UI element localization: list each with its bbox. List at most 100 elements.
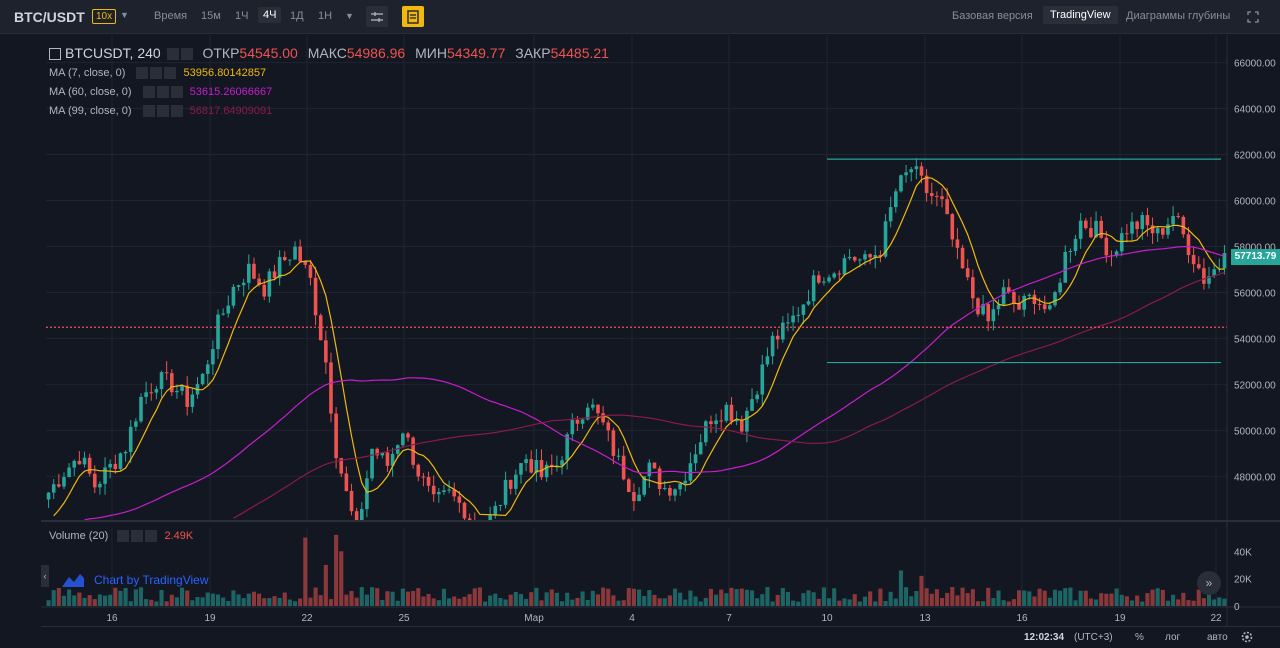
candle-down bbox=[452, 489, 457, 497]
ma60-remove-icon[interactable] bbox=[170, 86, 183, 99]
timezone[interactable]: (UTC+3) bbox=[1074, 632, 1113, 643]
leverage-badge[interactable]: 10x bbox=[92, 9, 117, 24]
tradingview-watermark[interactable]: Chart by TradingView bbox=[60, 571, 209, 589]
candle-up bbox=[745, 410, 749, 432]
ma99-hide-icon[interactable] bbox=[156, 105, 169, 118]
legend-symbol: BTCUSDT, 240 bbox=[65, 45, 161, 61]
candle-down bbox=[775, 335, 780, 340]
volume-bar bbox=[416, 588, 421, 606]
volume-bar bbox=[215, 594, 221, 606]
candle-up bbox=[175, 390, 179, 393]
timeframe-15m[interactable]: 15м bbox=[201, 10, 221, 22]
volume-bar bbox=[246, 593, 251, 606]
ma99-remove-icon[interactable] bbox=[170, 105, 183, 118]
candle-up bbox=[688, 463, 693, 481]
volume-tick-label: 20K bbox=[1234, 575, 1252, 586]
log-toggle[interactable]: лог bbox=[1165, 632, 1181, 643]
ma7-legend: MA (7, close, 0) 53956.80142857 bbox=[49, 67, 266, 80]
volume-bar bbox=[344, 594, 349, 606]
time-tick-label: 4 bbox=[629, 613, 635, 624]
volume-bar bbox=[364, 594, 369, 606]
ma60-hide-icon[interactable] bbox=[156, 86, 169, 99]
volume-bar bbox=[308, 597, 313, 606]
scroll-to-realtime-button[interactable]: » bbox=[1197, 571, 1221, 595]
time-tick-label: 10 bbox=[821, 613, 833, 624]
candle-up bbox=[637, 494, 641, 502]
timeframe-4h[interactable]: 4Ч bbox=[258, 7, 282, 23]
candle-up bbox=[693, 454, 698, 464]
volume-bar bbox=[1145, 593, 1150, 606]
ma60-settings-icon[interactable] bbox=[142, 86, 155, 99]
volume-bar bbox=[457, 598, 462, 606]
volume-bar bbox=[539, 600, 544, 606]
volume-bar bbox=[1150, 589, 1155, 606]
volume-bar bbox=[801, 593, 806, 606]
volume-bar bbox=[601, 587, 606, 606]
candle-up bbox=[1058, 282, 1062, 293]
volume-bar bbox=[1222, 598, 1227, 606]
timeframe-1w[interactable]: 1Н bbox=[318, 10, 333, 22]
indicators-list-icon[interactable] bbox=[402, 6, 424, 27]
volume-bar bbox=[924, 588, 929, 606]
ma7-settings-icon[interactable] bbox=[136, 67, 149, 80]
volume-bar bbox=[334, 534, 339, 606]
timeframe-1d[interactable]: 1Д bbox=[290, 10, 304, 22]
fullscreen-icon[interactable] bbox=[1242, 6, 1264, 27]
volume-bar bbox=[878, 588, 883, 606]
volume-bar bbox=[739, 588, 744, 606]
volume-bar bbox=[518, 594, 524, 606]
ma99-settings-icon[interactable] bbox=[142, 105, 155, 118]
volume-bar bbox=[642, 596, 647, 606]
time-tick-label: 7 bbox=[726, 613, 732, 624]
chart-type-icon[interactable] bbox=[49, 48, 61, 61]
volume-bar bbox=[524, 598, 529, 606]
basic-version-link[interactable]: Базовая версия bbox=[952, 10, 1033, 22]
percent-toggle[interactable]: % bbox=[1135, 632, 1144, 643]
ma7-hide-icon[interactable] bbox=[150, 67, 163, 80]
candle-up bbox=[200, 373, 205, 385]
volume-hide-icon[interactable] bbox=[131, 530, 144, 543]
volume-bar bbox=[1212, 599, 1217, 606]
volume-bar bbox=[1104, 593, 1109, 606]
candle-down bbox=[462, 502, 467, 519]
volume-bar bbox=[149, 599, 154, 606]
scroll-left-icon[interactable]: ‹ bbox=[41, 565, 49, 587]
tradingview-tab[interactable]: TradingView bbox=[1043, 6, 1118, 24]
volume-bar bbox=[847, 599, 852, 606]
volume-bar bbox=[703, 597, 708, 606]
volume-bar bbox=[832, 588, 837, 606]
settings-gear-icon[interactable] bbox=[1240, 630, 1254, 647]
candle-up bbox=[786, 322, 790, 324]
hide-toggle-icon[interactable] bbox=[180, 48, 193, 61]
volume-bar bbox=[159, 589, 164, 606]
candle-up bbox=[760, 364, 765, 395]
auto-toggle[interactable]: авто bbox=[1207, 632, 1228, 643]
volume-bar bbox=[185, 590, 190, 606]
symbol-selector[interactable]: BTC/USDT bbox=[14, 9, 85, 25]
volume-bar bbox=[698, 601, 703, 606]
volume-value: 2.49K bbox=[164, 530, 194, 542]
candle-up bbox=[1207, 276, 1211, 284]
timeframe-time[interactable]: Время bbox=[154, 10, 188, 22]
depth-chart-link[interactable]: Диаграммы глубины bbox=[1126, 10, 1231, 22]
settings-toggle-icon[interactable] bbox=[166, 48, 179, 61]
candle-up bbox=[714, 420, 718, 425]
ohlc-legend: BTCUSDT, 240 ОТКР54545.00 МАКС54986.96 М… bbox=[49, 45, 609, 61]
candle-up bbox=[847, 256, 852, 259]
candle-up bbox=[514, 474, 518, 489]
timeframe-more-icon[interactable]: ▼ bbox=[345, 11, 354, 21]
volume-bar bbox=[1052, 589, 1058, 606]
symbol-dropdown-icon[interactable]: ▼ bbox=[120, 10, 129, 20]
candle-up bbox=[503, 479, 508, 505]
candle-down bbox=[1191, 255, 1196, 265]
volume-bar bbox=[1088, 598, 1093, 606]
candle-down bbox=[257, 278, 261, 285]
indicator-settings-icon[interactable] bbox=[366, 6, 388, 27]
volume-remove-icon[interactable] bbox=[145, 530, 158, 543]
timeframe-1h[interactable]: 1Ч bbox=[235, 10, 249, 22]
ma7-remove-icon[interactable] bbox=[164, 67, 177, 80]
volume-settings-icon[interactable] bbox=[117, 530, 130, 543]
ma60-value: 53615.26066667 bbox=[189, 86, 273, 98]
watermark-text[interactable]: Chart by TradingView bbox=[94, 573, 209, 587]
